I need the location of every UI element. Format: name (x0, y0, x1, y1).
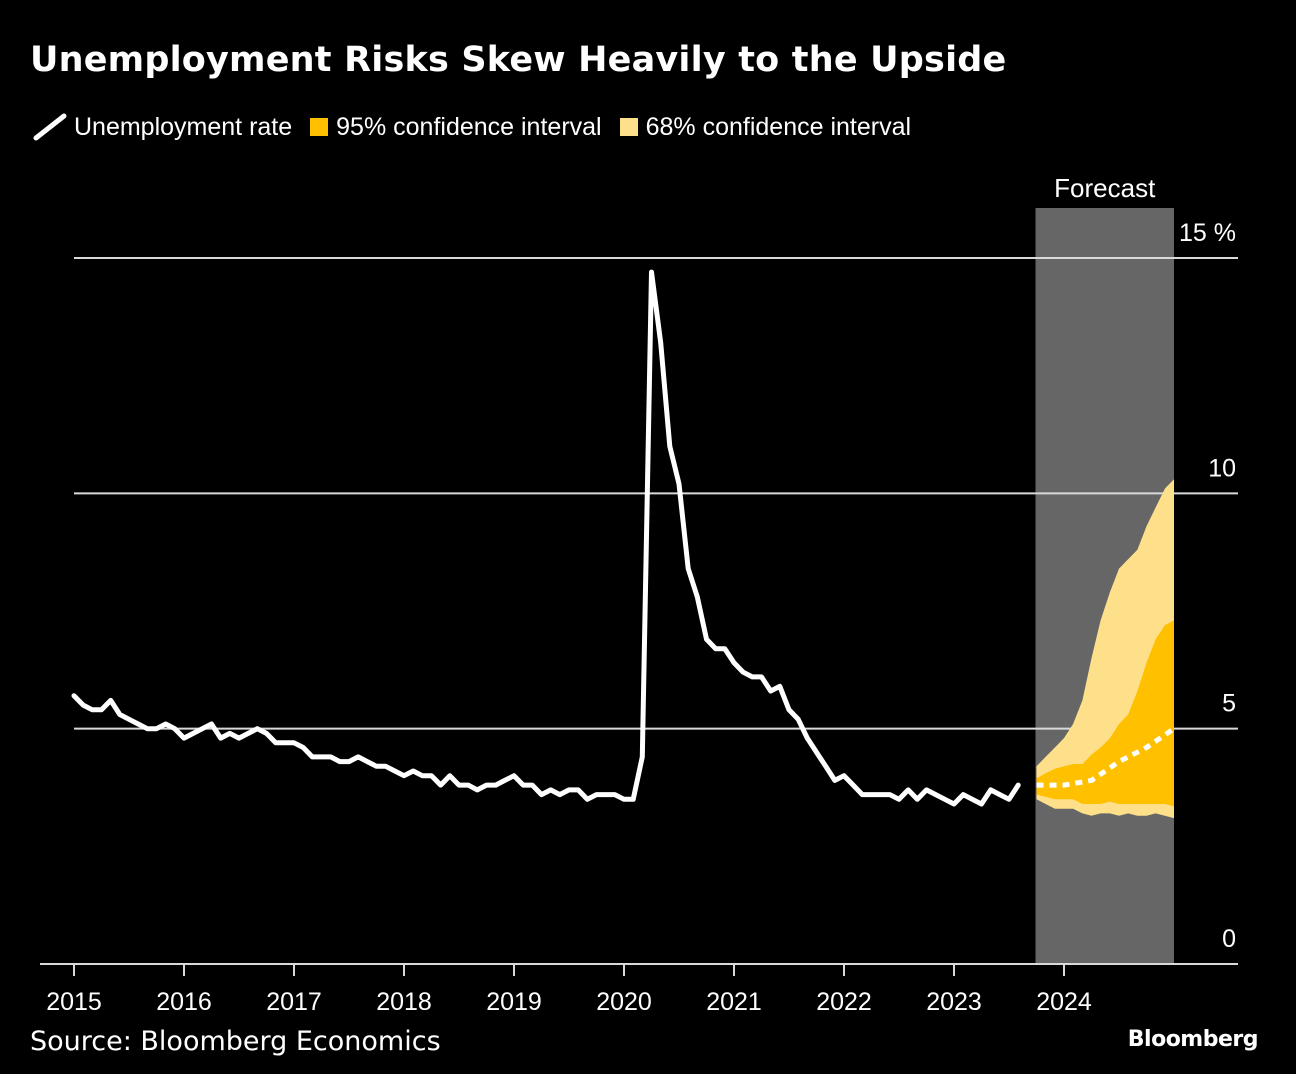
chart-title: Unemployment Risks Skew Heavily to the U… (30, 40, 1007, 80)
x-tick-label: 2020 (596, 988, 652, 1016)
x-tick-label: 2024 (1036, 988, 1092, 1016)
legend-label-95-ci: 95% confidence interval (336, 112, 602, 141)
legend-label-68-ci: 68% confidence interval (645, 112, 912, 141)
x-tick-label: 2019 (486, 988, 542, 1016)
legend-item-68-ci: 68% confidence interval (619, 112, 912, 142)
unemployment-rate-line (71, 269, 1021, 807)
x-tick-label: 2016 (156, 988, 212, 1016)
x-tick-label: 2022 (816, 988, 872, 1016)
y-tick-label: 15 % (1179, 219, 1236, 247)
band-95-swatch-icon (310, 118, 329, 136)
legend-item-unemployment-rate: Unemployment rate (30, 110, 292, 144)
y-tick-label: 10 (1208, 454, 1236, 482)
line-swatch-icon (33, 113, 67, 141)
bloomberg-logo: Bloomberg (1127, 1027, 1259, 1052)
y-tick-label: 5 (1222, 690, 1236, 718)
legend-item-95-ci: 95% confidence interval (310, 112, 602, 142)
x-tick-label: 2018 (376, 988, 432, 1016)
source-note: Source: Bloomberg Economics (30, 1026, 441, 1057)
legend-label-unemployment-rate: Unemployment rate (74, 112, 293, 141)
forecast-label: Forecast (1054, 173, 1156, 203)
x-tick-label: 2021 (706, 988, 762, 1016)
x-tick-label: 2015 (46, 988, 102, 1016)
y-tick-label: 0 (1222, 925, 1236, 953)
band-68-swatch-icon (619, 118, 638, 136)
x-tick-label: 2017 (266, 988, 322, 1016)
legend: Unemployment rate 95% confidence interva… (30, 110, 929, 144)
x-tick-label: 2023 (926, 988, 982, 1016)
band-68-ci (1036, 620, 1174, 807)
